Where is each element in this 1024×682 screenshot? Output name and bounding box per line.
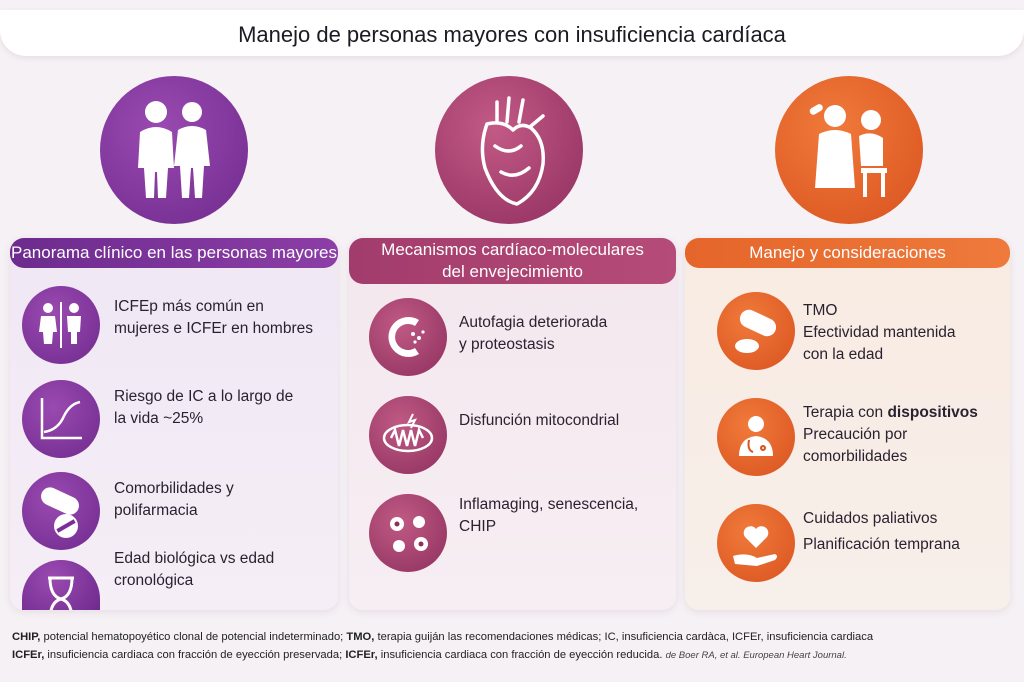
panel-header-clinical: Panorama clínico en las personas mayores	[10, 238, 338, 268]
heart-icon	[435, 76, 583, 224]
item-text-tmo: TMO Efectividad mantenida con la edad	[803, 302, 956, 363]
hourglass-icon	[22, 560, 100, 610]
source-citation: de Boer RA, et al. European Heart Journa…	[665, 650, 847, 661]
panel-header-management: Manejo y consideraciones	[685, 238, 1010, 268]
doctor-patient-icon	[775, 76, 923, 224]
title-bar	[0, 10, 1024, 56]
doctor-icon	[717, 398, 795, 476]
cells-icon	[369, 494, 447, 572]
item-text-mitochondrial: Disfunción mitocondrial	[459, 412, 620, 429]
item-text-sex-difference: ICFEp más común en mujeres e ICFEr en hom…	[114, 298, 313, 337]
item-text-biological-age: Edad biológica vs edad cronológica	[114, 550, 275, 589]
item-text-devices: Terapia con dispositivos Precaución por c…	[803, 404, 978, 465]
item-text-palliative: Cuidados paliativos Planificación tempra…	[803, 510, 960, 553]
heart-in-hand-icon	[717, 504, 795, 582]
page-title: Manejo de personas mayores con insuficie…	[238, 22, 786, 47]
item-text-autophagy: Autofagia deteriorada y proteostasis	[459, 314, 608, 353]
footnote: CHIP, potencial hematopoyético clonal de…	[12, 631, 874, 661]
elderly-couple-icon	[100, 76, 248, 224]
mitochondria-icon	[369, 396, 447, 474]
item-text-comorbidities: Comorbilidades y polifarmacia	[114, 480, 234, 519]
male-female-icon	[22, 286, 100, 364]
rising-curve-icon	[22, 380, 100, 458]
panel-mechanisms: Mecanismos cardíaco-moleculares del enve…	[349, 238, 676, 610]
item-text-lifetime-risk: Riesgo de IC a lo largo de la vida ~25%	[114, 388, 294, 427]
pills-icon	[22, 472, 100, 550]
panel-clinical-overview: Panorama clínico en las personas mayores…	[10, 238, 338, 610]
panel-management: Manejo y consideraciones TMO Efectividad…	[685, 238, 1010, 610]
pill-capsule-icon	[717, 292, 795, 370]
panel-header-mechanisms: Mecanismos cardíaco-moleculares del enve…	[349, 238, 676, 284]
item-text-inflamaging: Inflamaging, senescencia, CHIP	[459, 496, 639, 535]
autophagy-cell-icon	[369, 298, 447, 376]
